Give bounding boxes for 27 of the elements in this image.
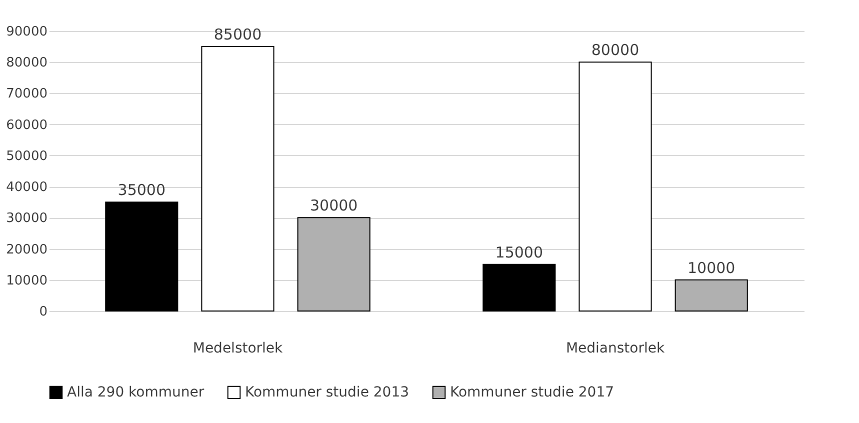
x-tick-label: Medelstorlek [192,340,284,356]
y-tick-label: 80000 [6,56,48,71]
data-label: 85000 [214,26,262,44]
data-label: 80000 [591,41,640,60]
y-tick-label: 70000 [6,86,48,102]
bar [297,217,370,312]
y-tick-label: 60000 [6,118,48,133]
bar [482,264,556,312]
legend-label: Kommuner studie 2013 [245,384,410,400]
bar [201,46,274,312]
legend-label: Alla 290 kommuner [67,384,204,400]
y-tick-label: 20000 [6,242,48,258]
data-label: 15000 [495,243,544,262]
data-label: 10000 [687,258,736,277]
y-tick-label: 50000 [6,148,48,164]
bar [578,62,652,312]
y-tick-label: 40000 [6,180,48,196]
legend-label: Kommuner studie 2017 [450,384,614,400]
bar [105,202,178,312]
data-label: 35000 [118,181,166,200]
y-tick-label: 10000 [6,273,48,288]
x-tick-label: Medianstorlek [566,340,666,356]
y-tick-label: 0 [39,304,48,320]
y-tick-label: 90000 [6,24,48,40]
y-tick-label: 30000 [6,211,48,226]
bar [674,279,748,312]
data-label: 30000 [310,196,358,215]
